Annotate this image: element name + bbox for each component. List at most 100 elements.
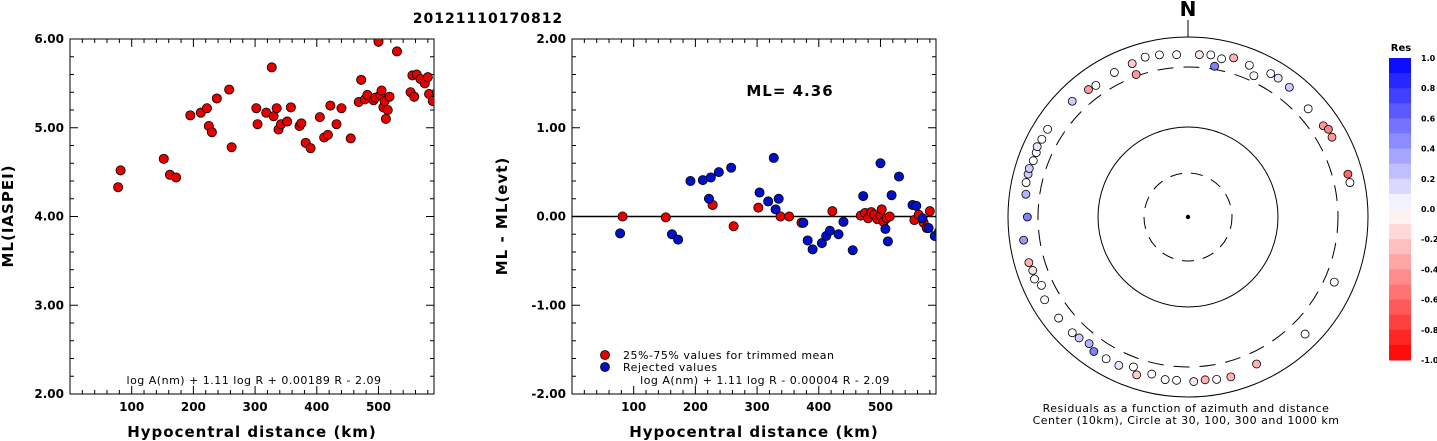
- panel2-point: [773, 193, 784, 204]
- colorbar-tick-label: -0.2: [1421, 235, 1437, 244]
- polar-point: [1160, 375, 1170, 384]
- colorbar-tick-label: 0.6: [1421, 114, 1436, 123]
- panel2-point: [824, 225, 835, 236]
- polar-point: [1210, 61, 1219, 71]
- panel2-point: [934, 227, 936, 236]
- panel1-point: [113, 182, 124, 193]
- ml-annotation: ML= 4.36: [746, 82, 833, 100]
- polar-point: [1091, 81, 1101, 90]
- colorbar-tick-label: 0.8: [1421, 84, 1436, 93]
- panel2-point: [884, 211, 895, 222]
- polar-point: [1129, 362, 1138, 372]
- panel1-point: [224, 84, 235, 95]
- colorbar-tick-label: -0.4: [1421, 265, 1437, 274]
- panel1-xtick-label: 500: [366, 400, 391, 414]
- panel2-point: [917, 213, 928, 224]
- panel1-point: [115, 165, 126, 176]
- panel1-point: [384, 91, 395, 102]
- panel2-point: [858, 191, 869, 202]
- colorbar-swatch: [1389, 254, 1411, 270]
- colorbar-title: Res: [1391, 43, 1411, 54]
- panel2-point: [705, 172, 716, 183]
- panel2-point: [685, 175, 696, 186]
- colorbar-swatch: [1389, 148, 1411, 165]
- colorbar-swatch: [1389, 344, 1411, 361]
- polar-point: [1028, 266, 1038, 275]
- circle-30km: [1143, 172, 1233, 262]
- panel1-point: [285, 102, 296, 113]
- panel2-point: [673, 234, 684, 245]
- colorbar-swatch: [1389, 329, 1411, 346]
- panel1-points-group: [113, 39, 434, 193]
- panel2-ytick-label: -2.00: [531, 387, 566, 401]
- polar-point: [1172, 50, 1182, 60]
- polar-point: [1323, 124, 1333, 134]
- legend-trimmed-label: 25%-75% values for trimmed mean: [623, 349, 835, 362]
- polar-point: [1021, 189, 1031, 199]
- colorbar-tick-label: 0.0: [1421, 205, 1436, 214]
- panel1-point: [251, 103, 262, 114]
- panel2-ytick-label: -1.00: [531, 298, 566, 312]
- panel1-point: [296, 118, 307, 129]
- colorbar-swatch: [1389, 299, 1411, 316]
- panel2-point: [728, 221, 739, 232]
- panel1-point: [322, 129, 333, 140]
- panel1-point: [336, 103, 347, 114]
- polar-point: [1127, 59, 1137, 69]
- panel1-point: [380, 113, 391, 124]
- panel2-point: [924, 206, 935, 217]
- panel2-point: [798, 217, 809, 228]
- azimuth-distance-panel: N Residuals as a function of azimuth and…: [1007, 0, 1369, 427]
- panel2-point: [753, 202, 764, 213]
- colorbar-swatch: [1389, 239, 1411, 255]
- panel1-formula: log A(nm) + 1.11 log R + 0.00189 R - 2.0…: [127, 374, 382, 387]
- panel2-ytick-label: 2.00: [536, 32, 566, 46]
- panel1-ylabel: ML(IASPEI): [0, 164, 17, 267]
- polar-point: [1019, 235, 1029, 245]
- polar-point: [1022, 212, 1032, 222]
- panel1-point: [325, 100, 336, 111]
- panel2-ytick-label: 0.00: [536, 210, 566, 224]
- colorbar-swatch: [1389, 314, 1411, 331]
- panel2-ytick-label: 1.00: [536, 121, 566, 135]
- polar-point: [1200, 375, 1210, 385]
- panel1-xtick-label: 400: [304, 400, 329, 414]
- polar-point: [1303, 104, 1313, 114]
- polar-point: [1189, 377, 1199, 386]
- colorbar-swatch: [1389, 58, 1411, 74]
- panel1-xtick-label: 200: [181, 400, 206, 414]
- panel1-point: [206, 127, 217, 138]
- colorbar-swatch: [1389, 209, 1411, 225]
- polar-point: [1040, 295, 1050, 305]
- panel2-points-group: [615, 152, 936, 256]
- colorbar-swatch: [1389, 224, 1411, 240]
- polar-point: [1206, 50, 1216, 60]
- panel1-point: [382, 105, 393, 116]
- panel1-point: [252, 119, 263, 130]
- polar-point: [1273, 73, 1283, 83]
- circle-100km: [1097, 126, 1279, 308]
- panel2-point: [763, 196, 774, 207]
- polar-point: [1074, 333, 1084, 343]
- panel1-ytick-label: 4.00: [34, 210, 64, 224]
- polar-caption-2: Center (10km), Circle at 30, 100, 300 an…: [1033, 414, 1340, 427]
- legend-rejected-label: Rejected values: [623, 361, 718, 374]
- colorbar-tick-label: 1.0: [1421, 54, 1436, 63]
- polar-point: [1037, 280, 1046, 290]
- polar-point: [1229, 53, 1239, 63]
- circle-300km: [1037, 66, 1339, 368]
- panel2-point: [847, 245, 858, 256]
- polar-point: [1266, 69, 1276, 79]
- polar-point: [1067, 96, 1077, 106]
- panel2-point: [726, 162, 737, 173]
- panel1-ytick-label: 2.00: [34, 387, 64, 401]
- panel2-point: [703, 193, 714, 204]
- panel1-point: [427, 96, 434, 107]
- legend-trimmed-marker: [600, 350, 610, 360]
- polar-point: [1252, 359, 1261, 369]
- polar-point: [1032, 142, 1042, 152]
- polar-point: [1089, 347, 1099, 356]
- panel2-point: [827, 206, 838, 217]
- panel2-point: [880, 223, 891, 234]
- panel1-point: [376, 85, 387, 96]
